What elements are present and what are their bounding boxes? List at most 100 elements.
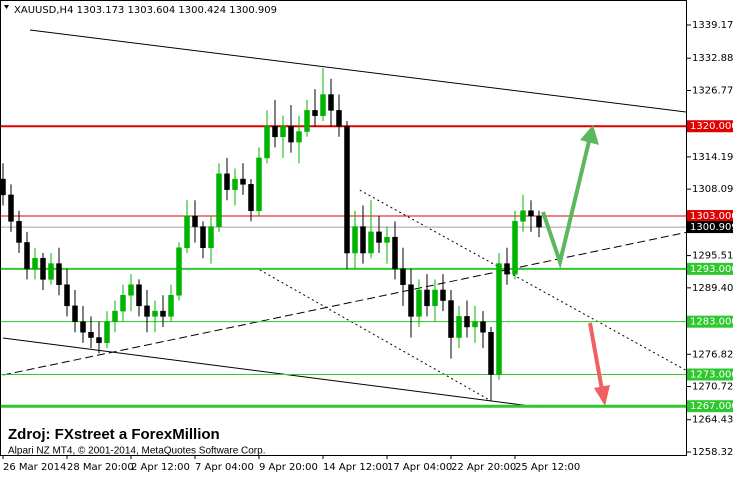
x-tick-label: 9 Apr 20:00: [259, 462, 318, 473]
candle-body: [32, 258, 38, 270]
candle-body: [488, 331, 494, 375]
y-tick-label: 1308.090: [692, 184, 734, 195]
level-label-box: [687, 400, 733, 413]
candle-body: [224, 173, 230, 190]
y-tick-label: 1295.510: [692, 251, 734, 262]
candle-body: [16, 221, 22, 243]
candle-body: [40, 258, 46, 280]
candle-body: [504, 263, 510, 275]
x-tick-label: 25 Apr 12:00: [515, 462, 580, 473]
y-tick-label: 1270.720: [692, 382, 734, 393]
x-tick-label: 14 Apr 12:00: [323, 462, 388, 473]
candle-body: [136, 284, 142, 307]
candle-body: [464, 316, 470, 328]
candle-body: [520, 210, 526, 222]
candle-body: [64, 284, 70, 307]
candle-body: [456, 316, 462, 338]
candle-body: [320, 94, 326, 116]
candle-body: [272, 125, 278, 138]
trendline: [359, 189, 687, 371]
candle-body: [120, 295, 126, 312]
candle-body: [8, 194, 14, 222]
candle-body: [400, 268, 406, 285]
trendline: [29, 29, 687, 113]
candle-body: [48, 263, 54, 280]
candle-body: [528, 210, 534, 217]
current-price-box: [687, 221, 733, 234]
level-label: 1293.000: [690, 264, 734, 275]
candle-body: [208, 226, 214, 248]
candle-body: [160, 310, 166, 317]
down-arrow: [588, 322, 604, 391]
candle-body: [264, 125, 270, 159]
candle-body: [216, 173, 222, 227]
candle-body: [472, 321, 478, 328]
x-tick-label: 28 Mar 20:00: [67, 462, 134, 473]
candle-body: [240, 178, 246, 185]
candle-body: [112, 310, 118, 322]
y-tick-label: 1339.170: [692, 20, 734, 31]
candle-body: [416, 289, 422, 317]
y-tick-label: 1258.325: [692, 447, 734, 458]
candle-body: [344, 125, 350, 254]
candle-body: [536, 215, 542, 228]
candle-body: [256, 157, 262, 212]
y-tick-label: 1276.825: [692, 349, 734, 360]
x-tick-label: 26 Mar 2014: [3, 462, 66, 473]
candle-body: [176, 247, 182, 296]
candle-body: [424, 289, 430, 307]
x-tick-label: 7 Apr 04:00: [195, 462, 254, 473]
level-label-box: [687, 368, 733, 381]
level-label: 1320.000: [690, 121, 734, 132]
candle-body: [248, 184, 254, 212]
candle-body: [296, 131, 302, 143]
level-label-box: [687, 262, 733, 275]
y-tick-label: 1326.775: [692, 85, 734, 96]
candle-body: [376, 231, 382, 243]
candle-body: [144, 305, 150, 317]
candle-body: [128, 284, 134, 296]
watermark: Zdroj: FXstreet a ForexMillion: [8, 426, 220, 443]
chart-title: XAUUSD,H4 1303.173 1303.604 1300.424 130…: [14, 5, 277, 16]
candle-body: [192, 215, 198, 227]
y-tick-label: 1314.195: [692, 152, 734, 163]
x-tick-label: 2 Apr 12:00: [131, 462, 190, 473]
level-label-box: [687, 315, 733, 328]
down-arrowhead: [594, 385, 610, 406]
level-label: 1273.000: [690, 370, 734, 381]
candle-body: [232, 178, 238, 190]
candle-body: [304, 110, 310, 132]
candle-body: [448, 300, 454, 338]
candle-body: [56, 263, 62, 285]
candle-body: [80, 321, 86, 333]
y-tick-label: 1332.880: [692, 53, 734, 64]
y-tick-label: 1264.435: [692, 415, 734, 426]
candle-body: [384, 236, 390, 243]
candle-body: [480, 321, 486, 333]
candle-body: [96, 337, 102, 344]
level-label-box: [687, 210, 733, 223]
level-label-box: [687, 120, 733, 133]
x-tick-label: 22 Apr 20:00: [451, 462, 516, 473]
candle-body: [24, 242, 30, 270]
candle-body: [392, 236, 398, 270]
candle-body: [432, 289, 438, 307]
candle-body: [328, 94, 334, 111]
candle-body: [368, 231, 374, 254]
candle-body: [312, 110, 318, 116]
candle-body: [88, 331, 94, 338]
candle-body: [104, 321, 110, 344]
candle-body: [72, 305, 78, 322]
y-tick-label: 1289.405: [692, 283, 734, 294]
candle-body: [408, 284, 414, 317]
candle-body: [200, 226, 206, 248]
candle-body: [184, 215, 190, 248]
candle-body: [352, 226, 358, 254]
candle-body: [512, 221, 518, 275]
candle-body: [360, 226, 366, 254]
copyright: Alpari NZ MT4, © 2001-2014, MetaQuotes S…: [8, 446, 265, 457]
candle-body: [336, 110, 342, 127]
candle-body: [440, 289, 446, 301]
